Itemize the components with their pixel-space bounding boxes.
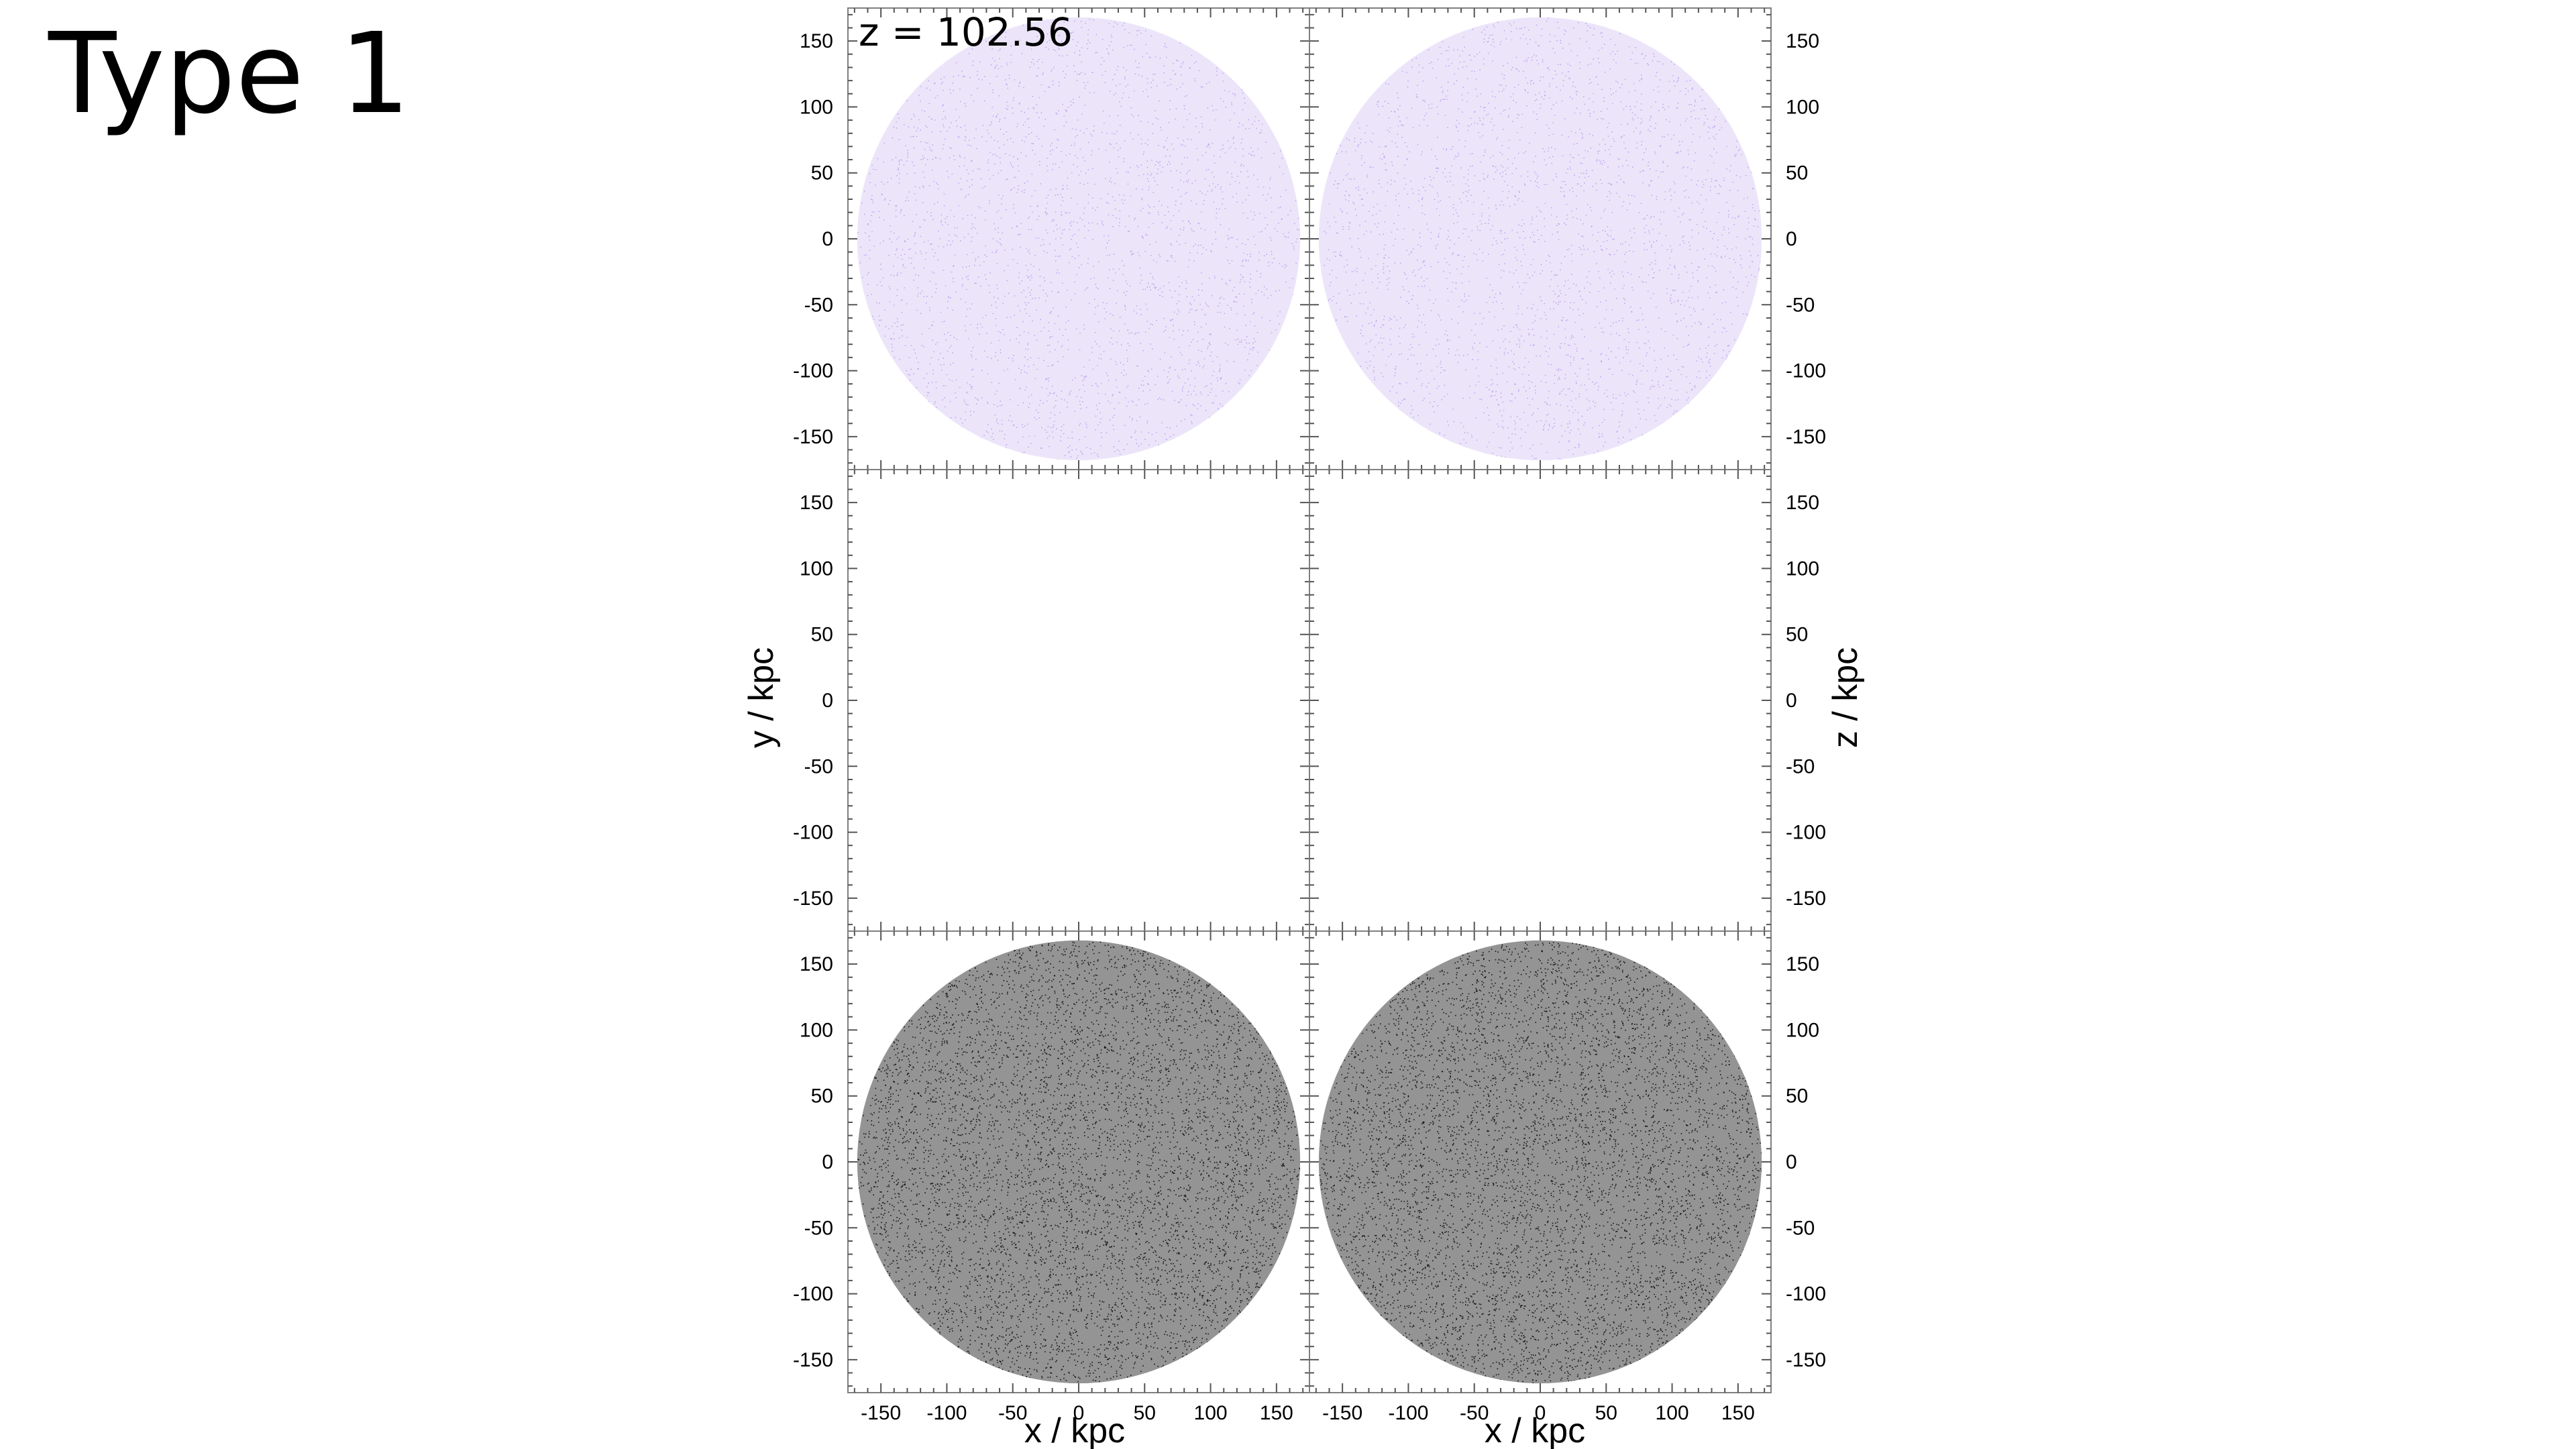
y-tick-label: -100 (793, 360, 833, 382)
particle-cloud-0-1 (1318, 17, 1762, 461)
panels-layer: -150 -100 -50 0 50 100 150 -150 -100 -50 0 50 100 150… (793, 7, 1826, 1424)
y-tick-label: -50 (804, 294, 833, 316)
particle-cloud-2-1 (1318, 940, 1762, 1384)
y-tick-label: 50 (811, 624, 833, 646)
y-tick-label: -150 (793, 426, 833, 448)
x-tick-label: -50 (998, 1402, 1027, 1424)
panel-ticks (1309, 931, 1771, 1393)
panel-r1-c0: -150 -100 -50 0 50 100 150 (793, 469, 1310, 932)
y-tick-label: -150 (793, 888, 833, 910)
panel-r2-c1: -150 -100 -50 0 50 100 150 -150 -100 -50 0 50 100 150 (1309, 930, 1826, 1424)
y-tick-label: -100 (793, 1283, 833, 1305)
y-tick-label: 0 (822, 690, 833, 712)
particle-points (1319, 942, 1762, 1384)
y-tick-label: 100 (800, 1019, 833, 1041)
y-tick-label: 150 (1786, 953, 1819, 975)
y-tick-label: 0 (1786, 228, 1797, 250)
y-tick-label: -50 (804, 755, 833, 777)
y-tick-label: 100 (800, 557, 833, 580)
y-tick-label: -100 (1786, 360, 1826, 382)
y-tick-label: 0 (1786, 1151, 1797, 1173)
x-tick-label: -100 (926, 1402, 967, 1424)
y-tick-label: 50 (811, 1085, 833, 1108)
y-axis-label-left: y / kpc (742, 647, 781, 748)
y-tick-label: 50 (1786, 1085, 1808, 1108)
slide-title: Type 1 (48, 9, 411, 139)
y-tick-label: 0 (1786, 690, 1797, 712)
particle-cloud-0-0 (857, 17, 1301, 461)
x-tick-label: 0 (1073, 1402, 1085, 1424)
y-tick-label: 150 (1786, 492, 1819, 514)
y-tick-label: -100 (793, 822, 833, 844)
x-axis-label-right: x / kpc (1485, 1411, 1585, 1449)
x-tick-label: 50 (1595, 1402, 1617, 1424)
x-tick-label: -150 (1322, 1402, 1362, 1424)
z-axis-label-right: z / kpc (1826, 647, 1865, 748)
y-tick-label: -150 (793, 1349, 833, 1371)
y-tick-label: 50 (1786, 162, 1808, 184)
y-tick-label: 0 (822, 1151, 833, 1173)
x-tick-label: -150 (861, 1402, 901, 1424)
x-tick-label: 100 (1656, 1402, 1689, 1424)
y-tick-label: 100 (800, 96, 833, 118)
labels-layer: z = 102.56 x / kpc x / kpc y / kpc z / k… (742, 9, 1865, 1449)
y-tick-label: -50 (1786, 1217, 1815, 1239)
panel-frame (847, 469, 1310, 932)
y-tick-label: 50 (811, 162, 833, 184)
panel-ticks (848, 8, 1309, 470)
y-tick-label: -150 (1786, 426, 1826, 448)
particle-disk (857, 940, 1301, 1384)
particle-points (1324, 17, 1762, 460)
x-tick-label: 0 (1535, 1402, 1546, 1424)
panel-r1-c1: -150 -100 -50 0 50 100 150 (1309, 469, 1826, 932)
particle-disk (1318, 940, 1762, 1384)
y-tick-label: 150 (800, 953, 833, 975)
y-tick-label: 100 (1786, 96, 1819, 118)
y-tick-label: 100 (1786, 557, 1819, 580)
redshift-annotation: z = 102.56 (859, 9, 1073, 55)
x-axis-label-left: x / kpc (1024, 1411, 1125, 1449)
x-tick-label: -100 (1388, 1402, 1428, 1424)
y-tick-label: 150 (800, 30, 833, 52)
y-tick-label: -100 (1786, 822, 1826, 844)
panel-r2-c0: -150 -100 -50 0 50 100 150 -150 -100 -50 0 50 100 150 (793, 930, 1310, 1424)
y-tick-label: -50 (1786, 755, 1815, 777)
panel-ticks (1309, 470, 1771, 931)
y-tick-label: 150 (800, 492, 833, 514)
y-tick-label: 150 (1786, 30, 1819, 52)
panel-frame (1309, 469, 1772, 932)
x-tick-label: 100 (1194, 1402, 1228, 1424)
x-tick-label: -50 (1460, 1402, 1489, 1424)
y-tick-label: 100 (1786, 1019, 1819, 1041)
panel-r0-c0: -150 -100 -50 0 50 100 150 (793, 7, 1310, 470)
panel-ticks (1309, 8, 1771, 470)
y-tick-label: 50 (1786, 624, 1808, 646)
y-tick-label: -150 (1786, 888, 1826, 910)
y-tick-label: -100 (1786, 1283, 1826, 1305)
particle-disk (857, 17, 1301, 461)
y-tick-label: -150 (1786, 1349, 1826, 1371)
x-tick-label: 150 (1721, 1402, 1755, 1424)
y-tick-label: -50 (804, 1217, 833, 1239)
particle-disk (1318, 17, 1762, 461)
x-tick-label: 150 (1260, 1402, 1293, 1424)
y-tick-label: 0 (822, 228, 833, 250)
y-tick-label: -50 (1786, 294, 1815, 316)
panel-r0-c1: -150 -100 -50 0 50 100 150 (1309, 7, 1826, 470)
panel-ticks (848, 931, 1309, 1393)
x-tick-label: 50 (1134, 1402, 1156, 1424)
particle-cloud-2-0 (857, 940, 1301, 1384)
panel-ticks (848, 470, 1309, 931)
